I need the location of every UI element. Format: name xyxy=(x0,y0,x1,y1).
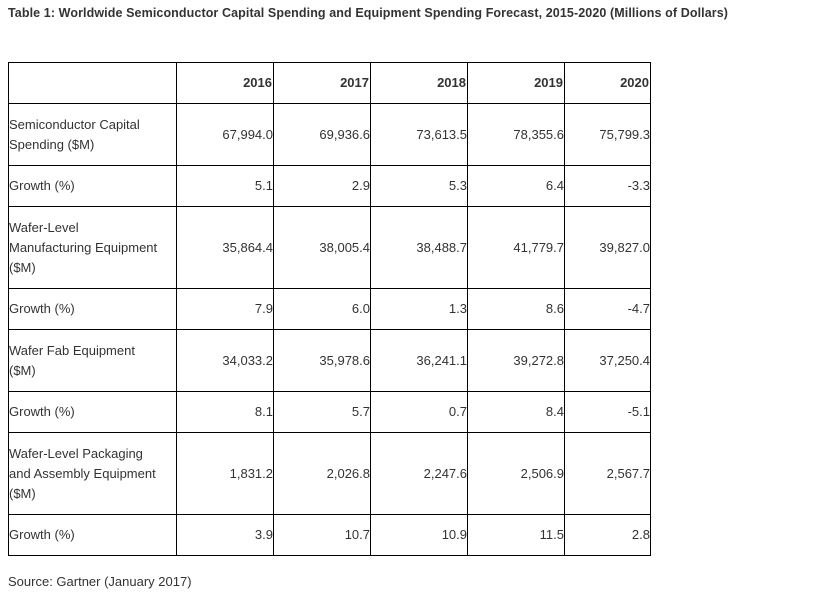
table-cell: 2,567.7 xyxy=(564,432,651,515)
table-cell: -4.7 xyxy=(564,288,651,330)
row-label-line: Wafer Fab Equipment xyxy=(9,342,135,358)
row-label: Wafer Fab Equipment ($M) xyxy=(8,329,177,392)
table-row: Growth (%) 5.1 2.9 5.3 6.4 -3.3 xyxy=(8,165,651,207)
table-cell: 36,241.1 xyxy=(370,329,468,392)
header-year-2019: 2019 xyxy=(467,62,565,104)
table-cell: 39,827.0 xyxy=(564,206,651,289)
table-cell: 75,799.3 xyxy=(564,103,651,166)
table-cell: 78,355.6 xyxy=(467,103,565,166)
header-cell-empty xyxy=(8,62,177,104)
table-cell: 2,026.8 xyxy=(273,432,371,515)
table-row: Wafer-Level Packaging and Assembly Equip… xyxy=(8,432,651,515)
table-cell: 35,978.6 xyxy=(273,329,371,392)
table-title: Table 1: Worldwide Semiconductor Capital… xyxy=(8,6,729,20)
row-label-line: Wafer-Level Packaging xyxy=(9,445,143,461)
table-cell: 5.7 xyxy=(273,391,371,433)
table-row: Growth (%) 7.9 6.0 1.3 8.6 -4.7 xyxy=(8,288,651,330)
table-cell: 39,272.8 xyxy=(467,329,565,392)
table-cell: 10.7 xyxy=(273,514,371,556)
row-label: Semiconductor Capital Spending ($M) xyxy=(8,103,177,166)
table-row: Growth (%) 8.1 5.7 0.7 8.4 -5.1 xyxy=(8,391,651,433)
table-cell: 34,033.2 xyxy=(176,329,274,392)
table-header-row: 2016 2017 2018 2019 2020 xyxy=(8,62,651,104)
table-cell: 10.9 xyxy=(370,514,468,556)
row-label: Wafer-Level Packaging and Assembly Equip… xyxy=(8,432,177,515)
row-label-line: Spending ($M) xyxy=(9,136,95,152)
row-label: Growth (%) xyxy=(8,391,177,433)
row-label-line: Growth (%) xyxy=(9,404,75,419)
row-label-line: ($M) xyxy=(9,362,36,378)
row-label: Growth (%) xyxy=(8,514,177,556)
header-year-2016: 2016 xyxy=(176,62,274,104)
table-cell: 7.9 xyxy=(176,288,274,330)
table-cell: 37,250.4 xyxy=(564,329,651,392)
table-cell: 6.0 xyxy=(273,288,371,330)
table-cell: 11.5 xyxy=(467,514,565,556)
table-cell: 8.1 xyxy=(176,391,274,433)
row-label-line: ($M) xyxy=(9,259,36,275)
table-cell: 2.9 xyxy=(273,165,371,207)
row-label-line: ($M) xyxy=(9,485,36,501)
row-label-line: Growth (%) xyxy=(9,527,75,542)
table-cell: 69,936.6 xyxy=(273,103,371,166)
row-label: Growth (%) xyxy=(8,288,177,330)
row-label-line: Growth (%) xyxy=(9,301,75,316)
table-cell: 2,506.9 xyxy=(467,432,565,515)
table-cell: 0.7 xyxy=(370,391,468,433)
table-row: Wafer-Level Manufacturing Equipment ($M)… xyxy=(8,206,651,289)
table-cell: 8.6 xyxy=(467,288,565,330)
header-year-2020: 2020 xyxy=(564,62,651,104)
table-cell: -5.1 xyxy=(564,391,651,433)
table-cell: 67,994.0 xyxy=(176,103,274,166)
table-row: Growth (%) 3.9 10.7 10.9 11.5 2.8 xyxy=(8,514,651,556)
row-label: Growth (%) xyxy=(8,165,177,207)
table-row: Semiconductor Capital Spending ($M) 67,9… xyxy=(8,103,651,166)
header-year-2018: 2018 xyxy=(370,62,468,104)
table-cell: 8.4 xyxy=(467,391,565,433)
row-label-line: Semiconductor Capital xyxy=(9,116,140,132)
table-cell: 38,488.7 xyxy=(370,206,468,289)
table-cell: 2.8 xyxy=(564,514,651,556)
table-cell: 38,005.4 xyxy=(273,206,371,289)
row-label-line: and Assembly Equipment xyxy=(9,465,156,481)
table-cell: 6.4 xyxy=(467,165,565,207)
forecast-table: 2016 2017 2018 2019 2020 Semiconductor C… xyxy=(8,62,651,556)
table-cell: 35,864.4 xyxy=(176,206,274,289)
row-label-line: Manufacturing Equipment xyxy=(9,239,158,255)
table-row: Wafer Fab Equipment ($M) 34,033.2 35,978… xyxy=(8,329,651,392)
row-label: Wafer-Level Manufacturing Equipment ($M) xyxy=(8,206,177,289)
row-label-line: Growth (%) xyxy=(9,178,75,193)
source-note: Source: Gartner (January 2017) xyxy=(8,574,192,589)
header-year-2017: 2017 xyxy=(273,62,371,104)
table-cell: 5.1 xyxy=(176,165,274,207)
table-cell: 2,247.6 xyxy=(370,432,468,515)
table-cell: -3.3 xyxy=(564,165,651,207)
table-cell: 41,779.7 xyxy=(467,206,565,289)
row-label-line: Wafer-Level xyxy=(9,219,79,235)
table-cell: 3.9 xyxy=(176,514,274,556)
table-cell: 1,831.2 xyxy=(176,432,274,515)
table-cell: 73,613.5 xyxy=(370,103,468,166)
table-cell: 1.3 xyxy=(370,288,468,330)
table-cell: 5.3 xyxy=(370,165,468,207)
